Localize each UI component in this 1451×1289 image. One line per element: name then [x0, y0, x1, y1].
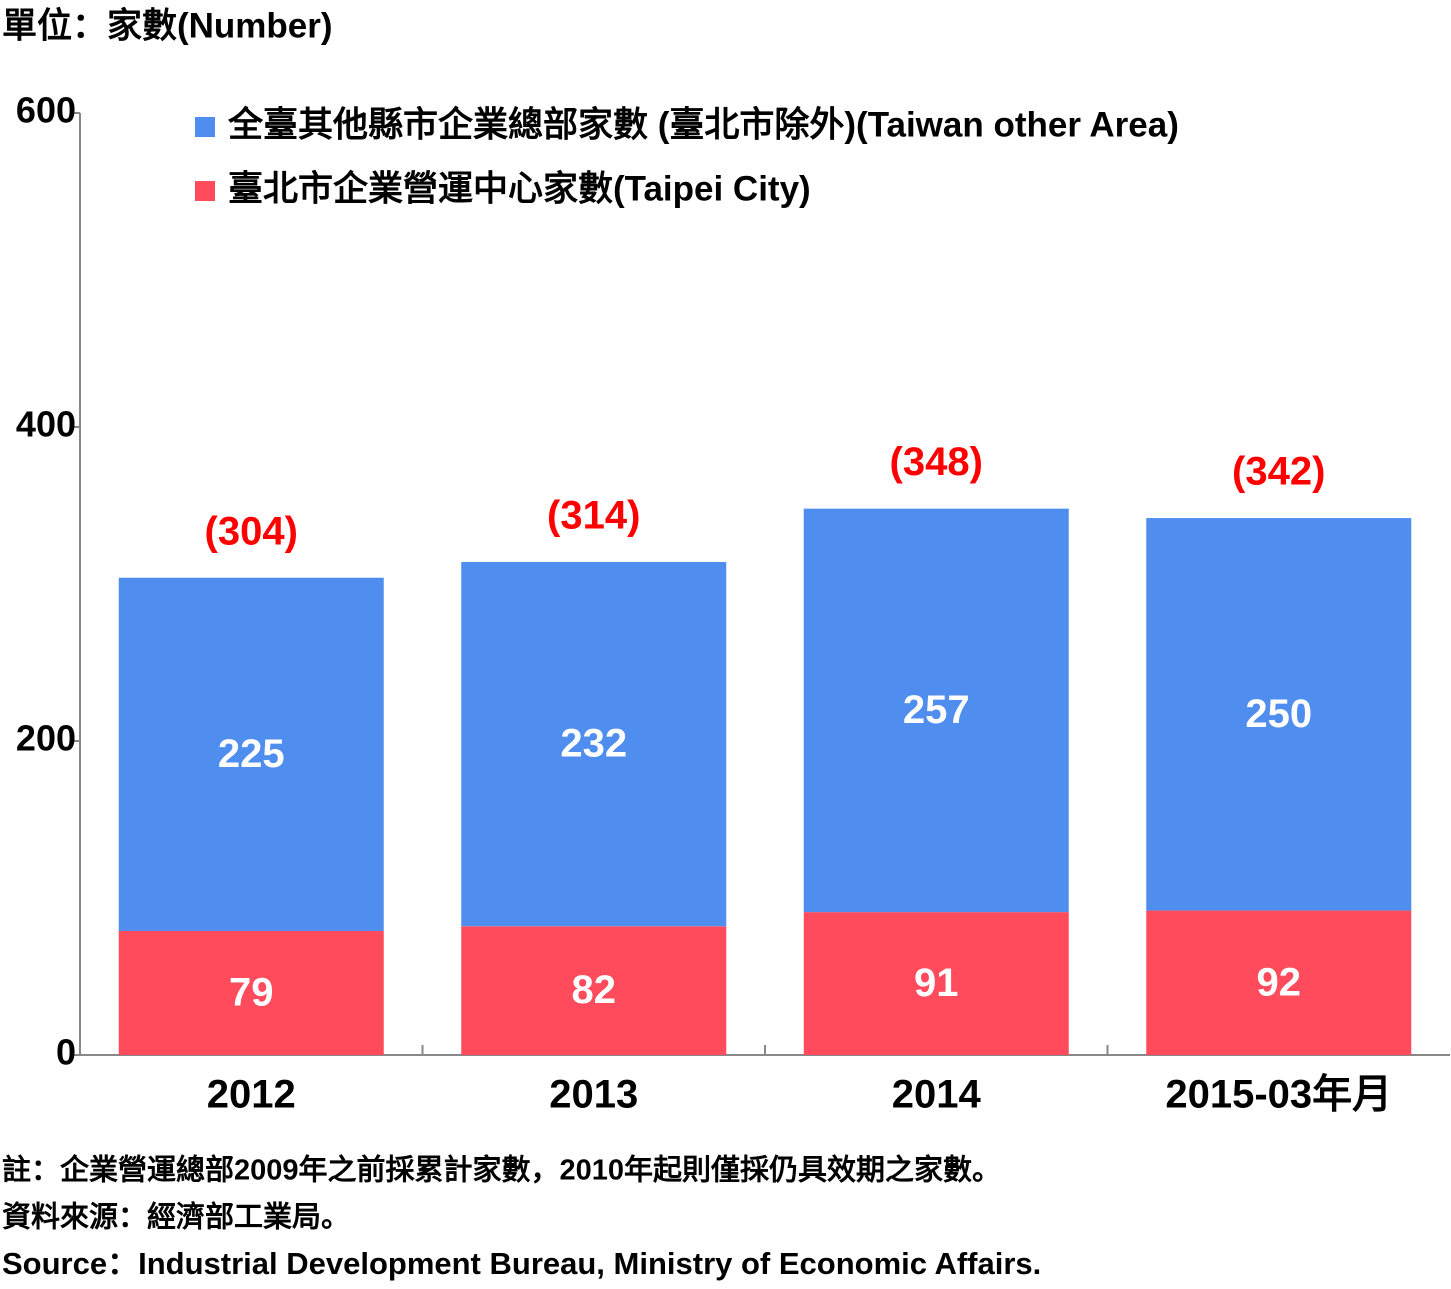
value-label: 92 [1257, 960, 1302, 1004]
x-tick-label: 2013 [549, 1073, 638, 1117]
total-label: (304) [205, 509, 298, 553]
legend-swatch [195, 181, 215, 201]
unit-label: 單位：家數(Number) [2, 6, 333, 45]
bar-segment [461, 562, 727, 927]
x-tick-label: 2014 [892, 1073, 982, 1117]
total-label: (348) [890, 440, 983, 484]
bar-segment [803, 912, 1069, 1055]
y-tick-label: 600 [16, 90, 76, 131]
value-label: 91 [914, 961, 959, 1005]
note: 資料來源：經濟部工業局。 [2, 1200, 350, 1234]
total-label: (314) [547, 494, 640, 538]
total-label: (342) [1232, 450, 1325, 494]
x-tick-label: 2012 [207, 1073, 296, 1117]
legend-label: 臺北市企業營運中心家數(Taipei City) [228, 168, 811, 208]
value-label: 250 [1245, 692, 1312, 736]
value-label: 257 [903, 688, 970, 732]
value-label: 232 [560, 722, 627, 766]
bar-segment [461, 926, 727, 1055]
value-label: 82 [572, 968, 617, 1012]
y-tick-label: 0 [56, 1032, 76, 1073]
bar-segment [118, 577, 384, 931]
note: 註：企業營運總部2009年之前採累計家數，2010年起則僅採仍具效期之家數。 [2, 1153, 1001, 1187]
bar-segment [1146, 910, 1412, 1055]
legend-label: 全臺其他縣市企業總部家數 (臺北市除外)(Taiwan other Area) [227, 104, 1179, 144]
x-tick-label: 2015-03年月 [1165, 1073, 1392, 1117]
y-tick-label: 400 [16, 404, 76, 445]
bar-segment [1146, 518, 1412, 911]
source: Source：Industrial Development Bureau, Mi… [2, 1246, 1041, 1281]
bar-segment [803, 508, 1069, 913]
value-label: 225 [218, 732, 285, 776]
bar-segment [118, 930, 384, 1055]
value-label: 79 [229, 971, 274, 1015]
legend-swatch [195, 117, 215, 137]
y-tick-label: 200 [16, 718, 76, 759]
